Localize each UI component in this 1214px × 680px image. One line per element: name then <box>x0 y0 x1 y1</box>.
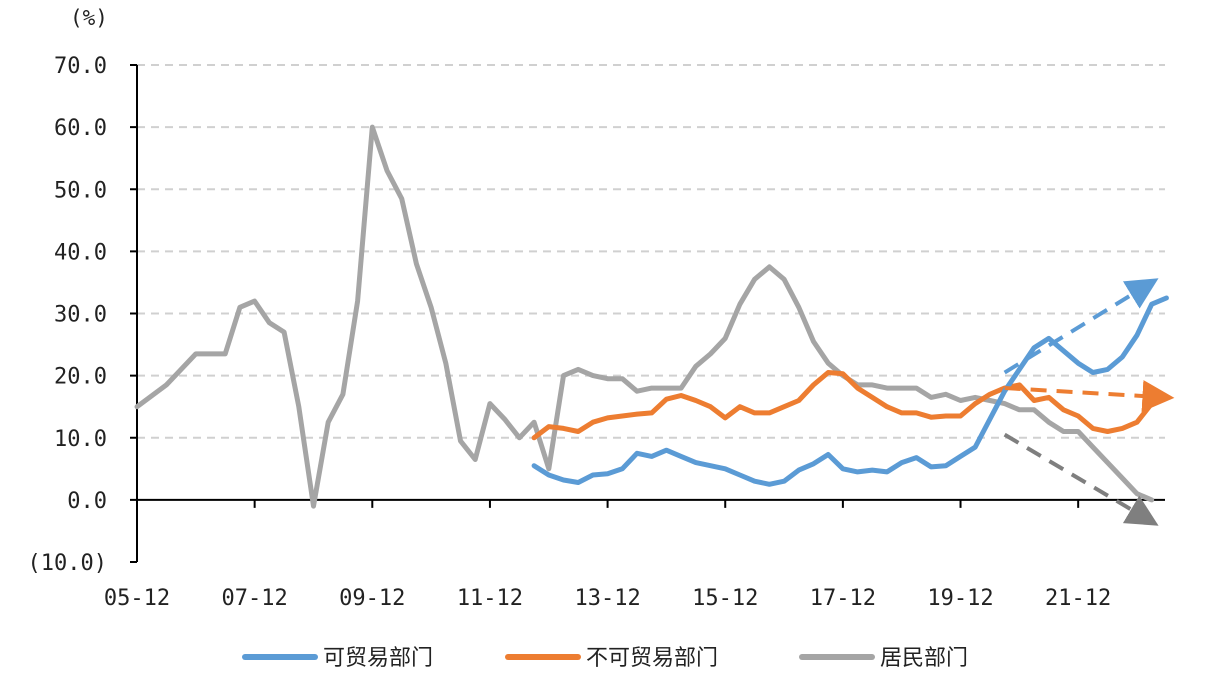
y-tick-label: 40.0 <box>54 240 107 265</box>
gridlines <box>137 64 1165 439</box>
trend-arrows <box>1003 278 1175 526</box>
x-tick-label: 17-12 <box>810 586 876 611</box>
y-tick-label: 20.0 <box>54 365 107 390</box>
x-tick-label: 07-12 <box>222 586 288 611</box>
legend: 可贸易部门 不可贸易部门 居民部门 <box>242 646 968 671</box>
trend-arrow-tradable <box>1003 278 1159 375</box>
x-axis: 05-12 07-12 09-12 11-12 13-12 15-12 17-12 19-12… <box>104 498 1165 611</box>
legend-label-household: 居民部门 <box>880 646 968 671</box>
series-line-nontradable <box>531 370 1155 441</box>
y-tick-label: 60.0 <box>54 116 107 141</box>
y-tick-label: 30.0 <box>54 303 107 328</box>
y-tick-label: 70.0 <box>54 54 107 79</box>
y-axis-unit-label: (%) <box>70 6 108 30</box>
x-tick-label: 15-12 <box>692 586 758 611</box>
trend-arrow-nontradable <box>1004 380 1175 412</box>
x-tick-label: 13-12 <box>574 586 640 611</box>
series-lines <box>134 124 1169 509</box>
legend-label-tradable: 可贸易部门 <box>323 646 433 671</box>
y-axis: 70.0 60.0 50.0 40.0 30.0 20.0 10.0 0.0 (10.0) <box>28 54 138 576</box>
y-tick-label: (10.0) <box>28 551 107 576</box>
series-line-household <box>134 124 1155 509</box>
y-tick-label: 50.0 <box>54 178 107 203</box>
x-tick-label: 11-12 <box>457 586 523 611</box>
legend-label-nontradable: 不可贸易部门 <box>586 646 718 671</box>
trend-arrow-household <box>1003 432 1159 526</box>
y-tick-label: 0.0 <box>67 489 107 514</box>
x-tick-label: 05-12 <box>104 586 170 611</box>
x-tick-label: 09-12 <box>339 586 405 611</box>
x-tick-label: 19-12 <box>927 586 993 611</box>
series-line-tradable <box>531 295 1169 487</box>
y-tick-label: 10.0 <box>54 427 107 452</box>
x-tick-label: 21-12 <box>1045 586 1111 611</box>
